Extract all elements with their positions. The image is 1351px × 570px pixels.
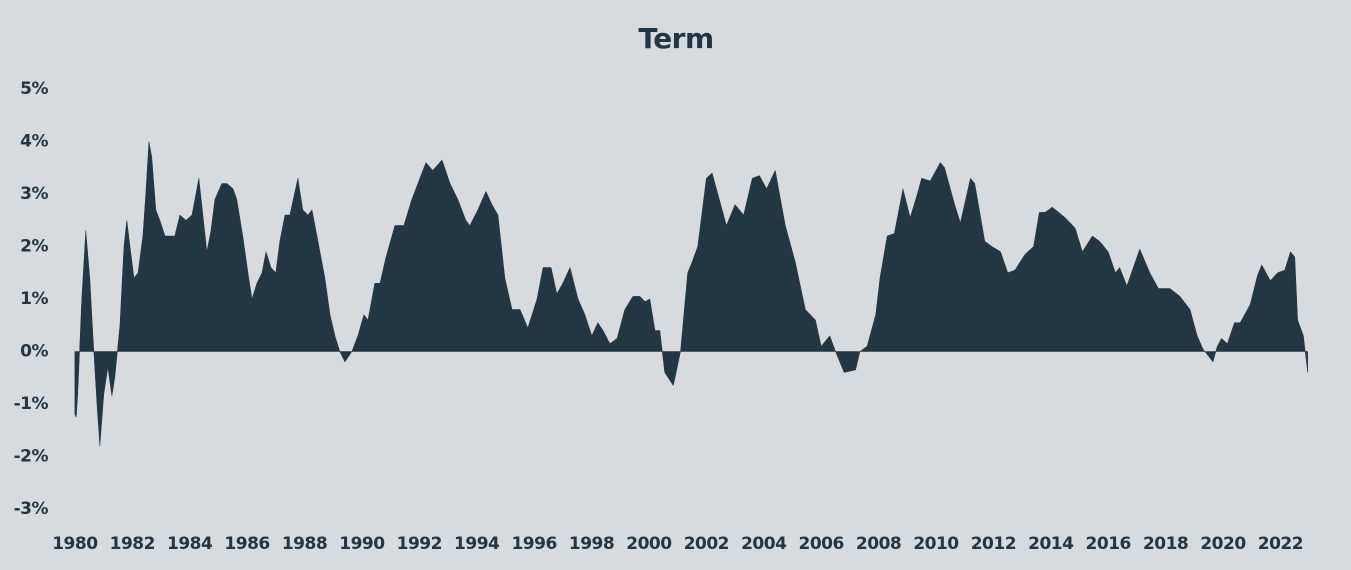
y-tick-label: 2% — [20, 237, 48, 257]
x-tick-label: 2010 — [913, 534, 959, 554]
y-tick-label: 1% — [20, 289, 48, 309]
x-tick-label: 1982 — [110, 534, 155, 554]
x-tick-label: 2016 — [1086, 534, 1131, 554]
x-tick-label: 1980 — [52, 534, 98, 554]
chart-title: Term — [638, 22, 713, 55]
x-tick-label: 1994 — [454, 534, 500, 554]
y-tick-label: -1% — [14, 394, 49, 414]
x-tick-label: 1988 — [282, 534, 327, 554]
x-tick-label: 2002 — [684, 534, 729, 554]
x-tick-label: 2020 — [1200, 534, 1246, 554]
x-tick-label: 1996 — [511, 534, 556, 554]
x-tick-label: 1990 — [339, 534, 385, 554]
y-tick-label: -3% — [14, 499, 49, 519]
x-tick-label: 1986 — [224, 534, 269, 554]
x-tick-label: 2018 — [1143, 534, 1188, 554]
x-tick-label: 2006 — [799, 534, 844, 554]
x-tick-label: 1984 — [167, 534, 213, 554]
y-tick-label: 4% — [20, 132, 48, 152]
x-tick-label: 2022 — [1258, 534, 1303, 554]
x-tick-label: 2004 — [741, 534, 787, 554]
x-tick-label: 2014 — [1028, 534, 1074, 554]
x-tick-label: 2012 — [971, 534, 1016, 554]
y-tick-label: 3% — [20, 184, 48, 204]
x-tick-label: 2008 — [856, 534, 901, 554]
area — [74, 141, 1308, 447]
y-tick-label: -2% — [14, 447, 49, 467]
x-tick-label: 1992 — [397, 534, 442, 554]
y-tick-label: 5% — [20, 79, 48, 99]
x-tick-label: 1998 — [569, 534, 614, 554]
x-tick-label: 2000 — [626, 534, 672, 554]
y-tick-label: 0% — [20, 342, 48, 362]
